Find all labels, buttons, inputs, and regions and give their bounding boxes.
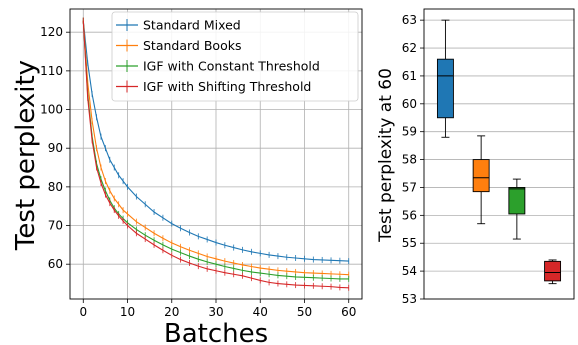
box-body — [508, 187, 526, 215]
box-body — [472, 159, 490, 193]
box-4 — [544, 259, 562, 285]
series-line — [82, 20, 349, 276]
y-tick-label: 70 — [48, 219, 63, 233]
x-tick-label: 60 — [341, 305, 356, 319]
y-tick-label: 80 — [48, 180, 63, 194]
y-axis-label: Test perplexity — [11, 60, 41, 251]
legend-entries: Standard Mixed Standard Books IGF with Con… — [116, 18, 320, 94]
x-axis-label: Batches — [164, 319, 268, 345]
y-tick-label: 56 — [402, 208, 417, 222]
y-tick-label: 100 — [40, 103, 63, 117]
y-tick-label: 55 — [402, 236, 417, 250]
box-body — [436, 58, 454, 119]
legend-entry: Standard Mixed — [116, 18, 241, 33]
y-axis-label: Test perplexity at 60 — [376, 68, 396, 243]
y-tick-label: 58 — [402, 153, 417, 167]
y-tick-label: 54 — [402, 264, 417, 278]
box-3 — [508, 178, 526, 240]
x-tick-label: 50 — [297, 305, 312, 319]
y-tick-label: 62 — [402, 41, 417, 55]
box-2 — [472, 135, 490, 225]
boxes — [436, 19, 562, 285]
box-body — [544, 260, 562, 282]
y-tick-label: 120 — [40, 25, 63, 39]
y-tick-labels: 53 54 55 56 57 58 59 60 61 62 63 — [402, 13, 417, 306]
series-lines — [82, 17, 350, 291]
x-tick-labels: 0 10 20 30 40 50 60 — [79, 305, 356, 319]
y-tick-labels: 60 70 80 90 100 110 120 — [40, 25, 63, 271]
legend: Standard Mixed Standard Books IGF with Con… — [111, 11, 359, 102]
y-tick-label: 60 — [402, 97, 417, 111]
legend-label: IGF with Constant Threshold — [143, 59, 320, 74]
series-line — [82, 20, 349, 262]
x-tick-label: 30 — [208, 305, 223, 319]
y-tick-label: 61 — [402, 69, 417, 83]
y-tick-label: 59 — [402, 125, 417, 139]
box-1 — [436, 19, 454, 138]
x-tick-label: 10 — [120, 305, 135, 319]
series-1 — [82, 17, 350, 265]
x-tick-label: 40 — [253, 305, 268, 319]
y-tick-label: 60 — [48, 257, 63, 271]
legend-entry: IGF with Shifting Threshold — [116, 79, 311, 94]
plot-frame — [423, 8, 575, 300]
y-tick-label: 57 — [402, 180, 417, 194]
y-tick-label: 90 — [48, 141, 63, 155]
x-tick-label: 20 — [164, 305, 179, 319]
legend-entry: Standard Books — [116, 38, 241, 53]
y-tick-label: 110 — [40, 64, 63, 78]
y-tick-label: 63 — [402, 13, 417, 27]
legend-label: Standard Books — [143, 38, 241, 53]
plot-frame — [69, 8, 363, 300]
series-line — [82, 20, 349, 280]
legend-box — [111, 11, 359, 102]
legend-entry: IGF with Constant Threshold — [116, 59, 320, 74]
series-4 — [82, 17, 350, 291]
x-tick-label: 0 — [79, 305, 87, 319]
y-tick-label: 53 — [402, 292, 417, 306]
legend-label: Standard Mixed — [143, 18, 241, 33]
series-line — [82, 20, 349, 289]
box-plot: 53 54 55 56 57 58 59 60 61 62 63 Test perplexity a… — [376, 8, 575, 306]
legend-label: IGF with Shifting Threshold — [143, 79, 311, 94]
series-2 — [82, 17, 350, 278]
